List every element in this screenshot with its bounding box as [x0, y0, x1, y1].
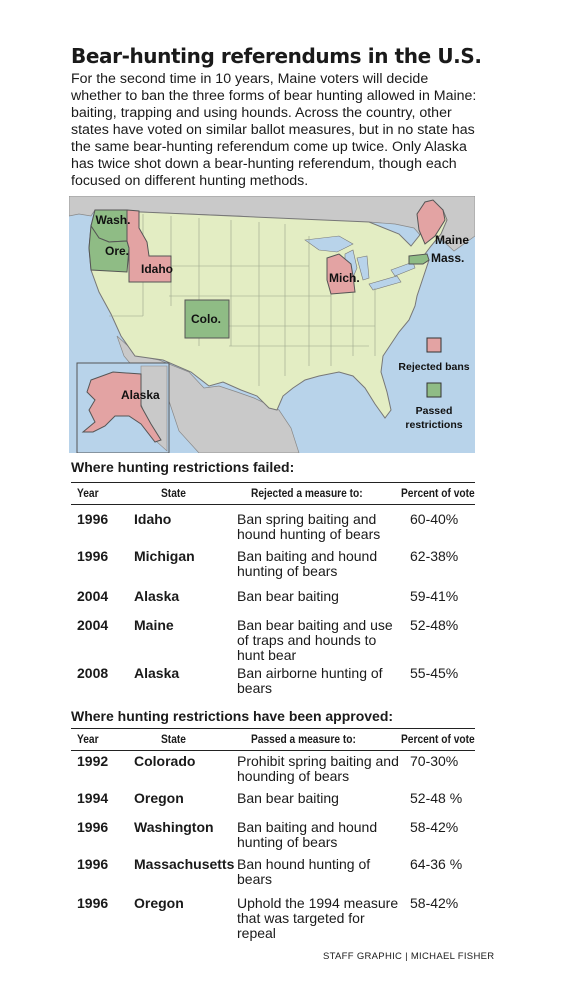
col-state: State	[161, 486, 186, 500]
row-year: 1996	[77, 819, 109, 835]
row-state: Alaska	[134, 588, 180, 604]
failed-section-title: Where hunting restrictions failed:	[71, 459, 295, 475]
row-state: Maine	[134, 617, 174, 633]
row-state: Massachusetts	[134, 856, 235, 872]
great-lakes	[304, 235, 416, 291]
row-percent: 55-45%	[410, 665, 459, 681]
label-idaho: Idaho	[141, 262, 173, 276]
row-year: 1994	[77, 790, 109, 806]
row-measure: Uphold the 1994 measure that was targete…	[237, 895, 399, 941]
table-header: Year State Rejected a measure to: Percen…	[71, 482, 475, 505]
legend-rejected-label: Rejected bans	[398, 361, 469, 373]
chart-title: Bear-hunting referendums in the U.S.	[71, 44, 482, 68]
legend-passed-swatch	[426, 382, 442, 398]
state-alaska	[81, 371, 162, 443]
col-measure: Rejected a measure to:	[251, 486, 363, 500]
row-state: Oregon	[134, 790, 184, 806]
state-maine	[416, 199, 446, 245]
row-state: Alaska	[134, 665, 180, 681]
approved-section-title: Where hunting restrictions have been app…	[71, 708, 394, 724]
col-percent: Percent of vote	[401, 486, 475, 500]
row-percent: 52-48%	[410, 617, 459, 633]
state-massachusetts	[408, 253, 430, 265]
col-year: Year	[77, 486, 99, 500]
row-year: 2004	[77, 588, 109, 604]
state-michigan	[326, 253, 356, 295]
row-percent: 60-40%	[410, 511, 459, 527]
legend-passed-label: Passed restrictions	[405, 405, 462, 431]
label-wash: Wash.	[96, 213, 131, 227]
label-colo: Colo.	[191, 312, 221, 326]
us-map: Wash. Ore. Idaho Colo. Mich. Maine Mass.…	[69, 196, 475, 453]
row-year: 1996	[77, 511, 109, 527]
label-mass: Mass.	[431, 251, 464, 265]
row-measure: Prohibit spring baiting and hounding of …	[237, 753, 399, 784]
credit-line: STAFF GRAPHIC | MICHAEL FISHER	[323, 951, 495, 962]
row-measure: Ban hound hunting of bears	[237, 856, 371, 887]
row-state: Washington	[134, 819, 214, 835]
col-year: Year	[77, 732, 99, 746]
table-header: Year State Passed a measure to: Percent …	[71, 728, 475, 751]
label-mich: Mich.	[329, 271, 360, 285]
row-year: 2008	[77, 665, 109, 681]
row-year: 1996	[77, 548, 109, 564]
label-ore: Ore.	[105, 244, 129, 258]
row-measure: Ban spring baiting and hound hunting of …	[237, 511, 381, 542]
row-percent: 58-42%	[410, 895, 459, 911]
row-state: Oregon	[134, 895, 184, 911]
col-measure: Passed a measure to:	[251, 732, 356, 746]
row-percent: 64-36 %	[410, 856, 463, 872]
row-measure: Ban bear baiting and use of traps and ho…	[237, 617, 393, 663]
approved-table: Year State Passed a measure to: Percent …	[71, 728, 475, 941]
row-percent: 62-38%	[410, 548, 459, 564]
state-idaho	[126, 209, 172, 283]
label-maine: Maine	[435, 233, 469, 247]
row-percent: 70-30%	[410, 753, 459, 769]
failed-table: Year State Rejected a measure to: Percen…	[71, 482, 475, 696]
col-state: State	[161, 732, 186, 746]
row-measure: Ban bear baiting	[237, 588, 339, 604]
row-measure: Ban baiting and hound hunting of bears	[237, 548, 378, 579]
row-year: 2004	[77, 617, 109, 633]
row-measure: Ban bear baiting	[237, 790, 339, 806]
row-state: Idaho	[134, 511, 172, 527]
intro-paragraph: For the second time in 10 years, Maine v…	[71, 71, 477, 189]
row-percent: 52-48 %	[410, 790, 463, 806]
row-percent: 58-42%	[410, 819, 459, 835]
col-percent: Percent of vote	[401, 732, 475, 746]
row-measure: Ban airborne hunting of bears	[237, 665, 383, 696]
row-state: Michigan	[134, 548, 195, 564]
row-year: 1996	[77, 895, 109, 911]
row-measure: Ban baiting and hound hunting of bears	[237, 819, 378, 850]
row-state: Colorado	[134, 753, 196, 769]
row-year: 1992	[77, 753, 109, 769]
state-colorado	[184, 299, 230, 339]
row-year: 1996	[77, 856, 109, 872]
legend-rejected-swatch	[426, 337, 442, 353]
label-alaska: Alaska	[121, 388, 160, 402]
row-percent: 59-41%	[410, 588, 459, 604]
